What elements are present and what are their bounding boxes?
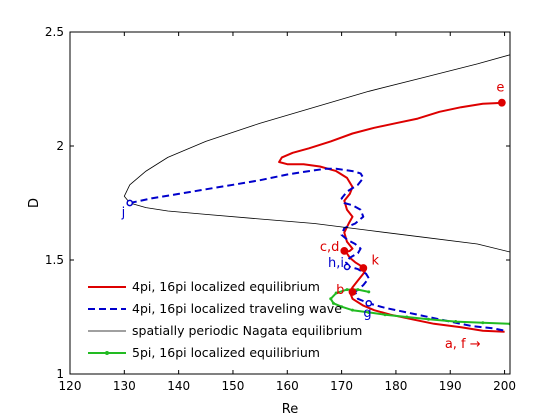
point-hi-marker: [343, 263, 351, 271]
annotation-label: b: [336, 283, 344, 298]
green-series-marker: [329, 297, 333, 301]
green-series-marker: [367, 290, 371, 294]
green-series-marker: [331, 301, 335, 305]
point-e-marker: [497, 98, 506, 107]
y-tick-label: 1.5: [45, 253, 64, 267]
point-j-marker: [126, 199, 134, 207]
black-nagata-line: [123, 54, 510, 253]
annotation-label: k: [371, 254, 379, 269]
annotation-label: h,i: [328, 256, 344, 271]
x-tick-label: 160: [276, 379, 299, 393]
blue-traveling-wave-line: [129, 167, 505, 332]
green-series-marker: [356, 288, 360, 292]
green-series-marker: [340, 305, 344, 309]
x-axis-label: Re: [282, 402, 298, 417]
y-axis-label: D: [27, 198, 42, 208]
point-g-marker: [365, 299, 373, 307]
green-series-marker: [350, 308, 354, 312]
y-tick-label: 2: [56, 139, 64, 153]
legend: 4pi, 16pi localized equilibrium 4pi, 16pi…: [88, 279, 362, 360]
x-tick-label: 140: [167, 379, 190, 393]
plot-frame: [69, 31, 511, 375]
x-tick-label: 120: [59, 379, 82, 393]
x-tick-label: 170: [330, 379, 353, 393]
x-tick-label: 180: [384, 379, 407, 393]
x-tick-label: 130: [113, 379, 136, 393]
y-tick-label: 1: [56, 367, 64, 381]
red-equilibrium-line: [278, 101, 505, 333]
x-tick-label: 150: [222, 379, 245, 393]
legend-label: 4pi, 16pi localized traveling wave: [132, 301, 342, 316]
point-k-marker: [359, 264, 368, 272]
plot-area: [70, 32, 510, 374]
y-tick-label: 2.5: [45, 25, 64, 39]
legend-label: 4pi, 16pi localized equilibrium: [132, 279, 320, 294]
green-series-marker: [345, 288, 349, 292]
green-series-marker: [367, 310, 371, 314]
annotation-label: g: [363, 306, 371, 321]
green-series-marker: [405, 315, 409, 319]
legend-label: 5pi, 16pi localized equilibrium: [132, 345, 320, 360]
legend-marker: [105, 351, 109, 355]
green-series-marker: [427, 317, 431, 321]
green-series-marker: [334, 291, 338, 295]
legend-label: spatially periodic Nagata equilibrium: [132, 323, 362, 338]
point-b-marker: [348, 288, 357, 296]
annotation-label: j: [121, 206, 126, 221]
green-series-marker: [481, 321, 485, 325]
x-tick-label: 200: [493, 379, 516, 393]
annotation-label: e: [496, 80, 504, 95]
x-tick-label: 190: [439, 379, 462, 393]
point-cd-marker: [340, 246, 349, 255]
green-series-marker: [454, 320, 458, 324]
annotation-label: c,d: [320, 240, 340, 255]
green-series-marker: [383, 313, 387, 317]
annotation-label: a, f →: [445, 337, 481, 352]
